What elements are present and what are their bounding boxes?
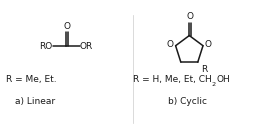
- Text: RO: RO: [39, 42, 53, 51]
- Text: O: O: [167, 40, 174, 49]
- Text: OH: OH: [217, 75, 230, 84]
- Text: R = H, Me, Et, CH: R = H, Me, Et, CH: [133, 75, 212, 84]
- Text: O: O: [187, 12, 194, 21]
- Text: 2: 2: [211, 82, 216, 87]
- Text: OR: OR: [80, 42, 93, 51]
- Text: R = H, Me, Et, CH: R = H, Me, Et, CH: [133, 75, 212, 84]
- Text: O: O: [205, 40, 212, 49]
- Text: R: R: [201, 65, 207, 74]
- Text: b) Cyclic: b) Cyclic: [168, 97, 207, 106]
- Text: a) Linear: a) Linear: [15, 97, 55, 106]
- Text: O: O: [64, 22, 71, 31]
- Text: R = Me, Et.: R = Me, Et.: [6, 75, 57, 84]
